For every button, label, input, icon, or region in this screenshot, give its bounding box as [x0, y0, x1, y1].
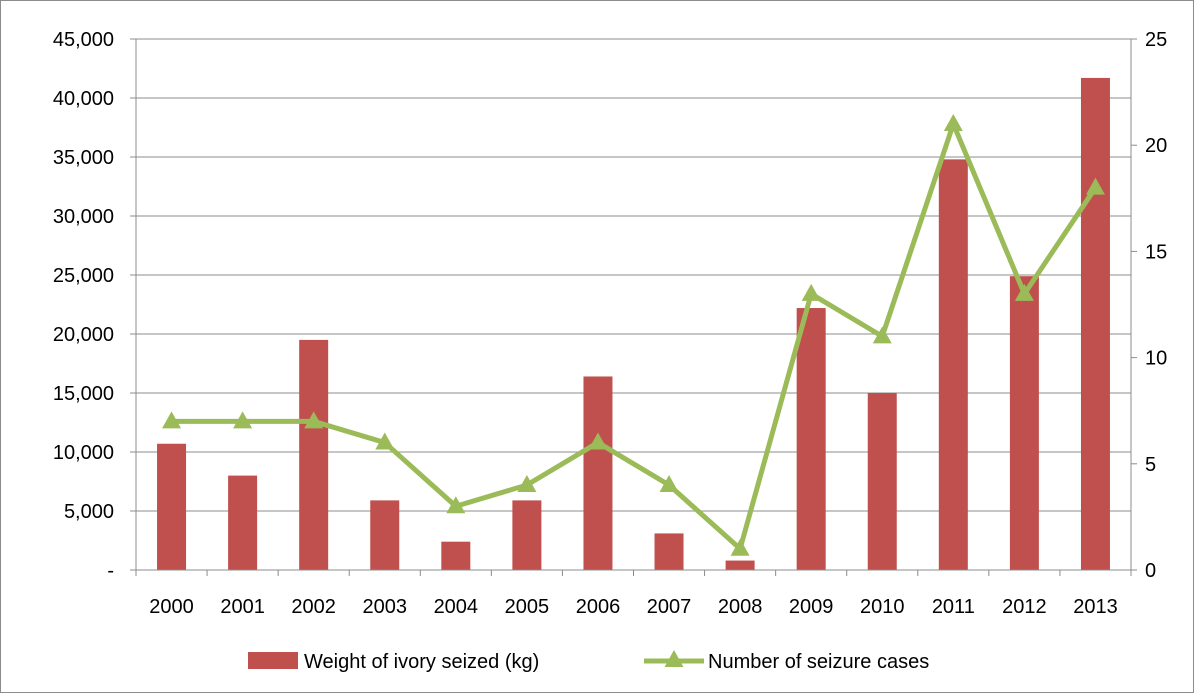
- right-axis-tick-label: 0: [1145, 560, 1156, 582]
- left-axis-tick-label: 25,000: [53, 265, 114, 287]
- seizure-cases-point-2000: [162, 411, 182, 429]
- left-axis-tick-label: 15,000: [53, 383, 114, 405]
- right-axis-tick-label: 20: [1145, 135, 1167, 157]
- seizure-cases-point-2007: [659, 475, 679, 493]
- seizure-cases-point-2013: [1085, 177, 1105, 195]
- bar-2011: [938, 159, 968, 571]
- x-axis-tick-label: 2012: [1002, 596, 1047, 618]
- left-axis-tick-label: 10,000: [53, 442, 114, 464]
- left-axis-tick-label: 5,000: [64, 501, 114, 523]
- bar-2002: [299, 339, 329, 570]
- seizure-cases-line: [169, 121, 1098, 552]
- x-axis-tick-label: 2001: [220, 596, 265, 618]
- legend-label-cases: Number of seizure cases: [708, 651, 929, 673]
- seizure-cases-point-2005: [517, 475, 537, 493]
- bar-2009: [796, 308, 826, 570]
- bar-series: [157, 77, 1110, 571]
- bar-2001: [228, 475, 258, 570]
- gridlines: [136, 38, 1131, 512]
- seizure-cases-point-2012: [1014, 283, 1034, 301]
- right-axis-tick-label: 10: [1145, 348, 1167, 370]
- bar-2005: [512, 500, 542, 570]
- bar-2004: [441, 541, 471, 570]
- x-axis-tick-label: 2007: [647, 596, 692, 618]
- x-axis-tick-label: 2002: [291, 596, 336, 618]
- line-series: [162, 113, 1105, 556]
- tick-labels: - 5,000 10,000 15,000 20,000 25,000 30,000 35,0…: [53, 29, 1167, 618]
- x-axis-tick-label: 2005: [505, 596, 550, 618]
- seizure-cases-point-2003: [375, 432, 395, 450]
- bar-2007: [654, 533, 684, 570]
- bar-2010: [867, 393, 897, 570]
- bar-2003: [370, 500, 400, 570]
- x-axis-tick-label: 2009: [789, 596, 834, 618]
- seizure-cases-point-2006: [588, 432, 608, 450]
- x-axis-tick-label: 2013: [1073, 596, 1118, 618]
- right-axis-tick-label: 5: [1145, 454, 1156, 476]
- seizure-cases-point-2008: [730, 538, 750, 556]
- x-axis-tick-label: 2006: [576, 596, 621, 618]
- right-axis-tick-label: 25: [1145, 29, 1167, 51]
- x-axis-tick-label: 2004: [434, 596, 479, 618]
- seizure-cases-point-2009: [801, 283, 821, 301]
- seizure-cases-point-2001: [233, 411, 253, 429]
- legend-label-weight: Weight of ivory seized (kg): [304, 651, 539, 673]
- left-axis-tick-label: 20,000: [53, 324, 114, 346]
- legend: Weight of ivory seized (kg) Number of sei…: [248, 650, 929, 673]
- bar-2000: [157, 443, 187, 570]
- x-axis-tick-label: 2011: [932, 596, 975, 618]
- x-axis-tick-label: 2003: [363, 596, 408, 618]
- seizure-cases-point-2002: [304, 411, 324, 429]
- bar-2012: [1009, 276, 1039, 570]
- left-axis-tick-label: 30,000: [53, 206, 114, 228]
- left-axis-tick-label: 40,000: [53, 88, 114, 110]
- left-axis-tick-label: 35,000: [53, 147, 114, 169]
- left-axis-tick-label: 45,000: [53, 29, 114, 51]
- bar-2008: [725, 560, 755, 570]
- left-axis-tick-label: -: [107, 560, 114, 582]
- bar-2006: [583, 376, 613, 570]
- seizure-cases-point-2004: [446, 496, 466, 514]
- right-axis-tick-label: 15: [1145, 241, 1167, 263]
- x-axis-tick-label: 2008: [718, 596, 763, 618]
- seizure-cases-point-2010: [872, 326, 892, 344]
- axes: [130, 38, 1137, 576]
- legend-triangle-icon: [664, 650, 684, 667]
- seizure-cases-point-2011: [943, 113, 963, 131]
- x-axis-tick-label: 2010: [860, 596, 905, 618]
- legend-bar-swatch: [248, 652, 298, 669]
- bar-2013: [1080, 77, 1110, 570]
- x-axis-tick-label: 2000: [149, 596, 194, 618]
